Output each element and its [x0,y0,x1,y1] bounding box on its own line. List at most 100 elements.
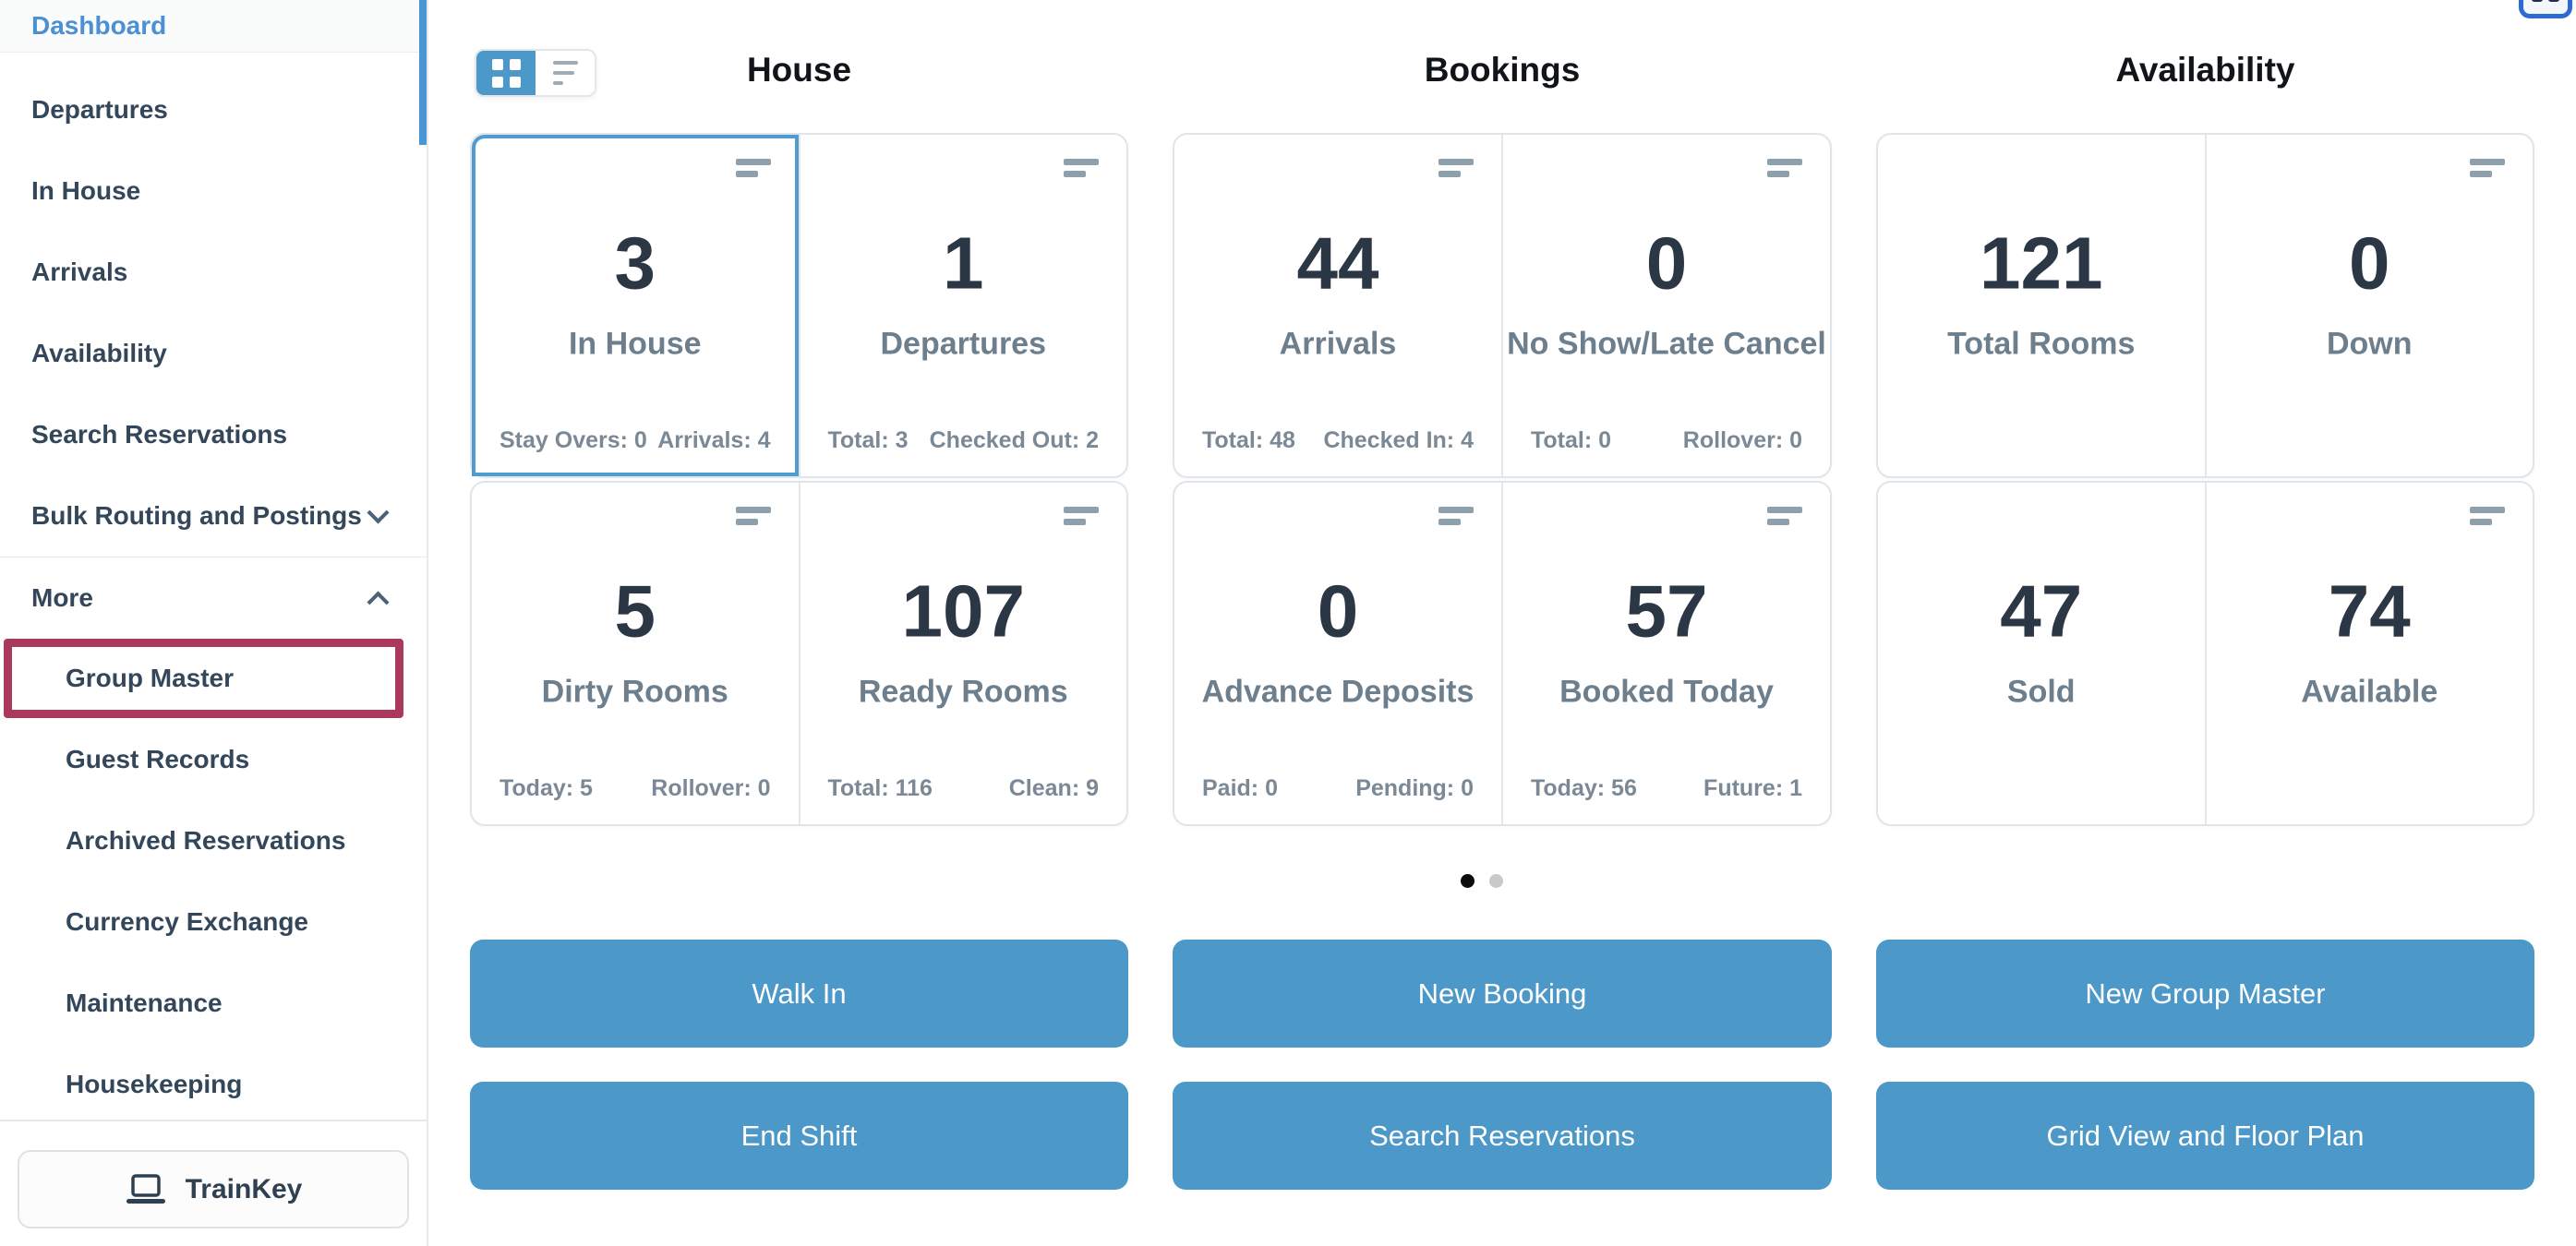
stat-label: Down [2326,326,2413,362]
stat-label: Sold [2006,674,2076,710]
stat-label: Booked Today [1559,674,1774,710]
stat-value: 74 [2328,569,2411,653]
sidebar-nav: Departures In House Arrivals Availabilit… [0,53,427,1125]
stat-card-in-house[interactable]: 3 In House Stay Overs: 0 Arrivals: 4 [472,135,799,476]
card-row: 47 Sold 74 Available [1876,481,2534,826]
section-title: House [746,51,852,89]
sidebar-item-housekeeping[interactable]: Housekeeping [0,1044,427,1125]
carousel-pagination [470,874,2493,888]
list-icon [552,61,578,85]
stat-label: No Show/Late Cancel [1507,326,1826,362]
grid-view-button[interactable] [476,51,536,95]
stat-left: Stay Overs: 0 [500,427,647,453]
stat-left: Total: 3 [827,427,909,453]
stat-left: Today: 5 [500,775,593,801]
new-group-master-button[interactable]: New Group Master [1876,940,2534,1048]
trainkey-button[interactable]: TrainKey [18,1150,409,1228]
sidebar-item-group-master[interactable]: Group Master [4,639,403,718]
pagination-dot[interactable] [1488,874,1503,888]
stat-card-dirty-rooms[interactable]: 5 Dirty Rooms Today: 5 Rollover: 0 [472,483,799,824]
new-booking-button[interactable]: New Booking [1173,940,1832,1048]
stat-card-departures[interactable]: 1 Departures Total: 3 Checked Out: 2 [798,135,1127,476]
sidebar-item-label: Search Reservations [31,420,288,449]
grid-icon [491,58,521,88]
stat-value: 0 [2349,222,2390,305]
sidebar-item-departures[interactable]: Departures [0,69,427,150]
search-reservations-button[interactable]: Search Reservations [1173,1082,1832,1190]
card-row: 5 Dirty Rooms Today: 5 Rollover: 0 107 R… [470,481,1128,826]
sidebar-item-label: Housekeeping [66,1070,243,1098]
stats-icon [1064,159,1099,177]
stats-icon [2470,507,2505,525]
stat-card-arrivals[interactable]: 44 Arrivals Total: 48 Checked In: 4 [1174,135,1501,476]
chevron-up-icon [367,591,390,614]
stat-left: Paid: 0 [1202,775,1278,801]
end-shift-button[interactable]: End Shift [470,1082,1128,1190]
stat-value: 0 [1317,569,1359,653]
trainkey-label: TrainKey [185,1173,303,1204]
stats-icon [735,507,771,525]
stat-label: Departures [880,326,1046,362]
stat-right: Rollover: 0 [1682,427,1802,453]
stat-right: Pending: 0 [1355,775,1474,801]
section-title: Availability [2115,51,2295,89]
stat-label: Dirty Rooms [541,674,728,710]
partial-glyph [2548,0,2559,2]
stat-card-no-show-late-cancel[interactable]: 0 No Show/Late Cancel Total: 0 Rollover:… [1501,135,1830,476]
sidebar-item-availability[interactable]: Availability [0,313,427,394]
stat-label: Total Rooms [1947,326,2136,362]
list-view-button[interactable] [536,51,595,95]
stat-card-booked-today[interactable]: 57 Booked Today Today: 56 Future: 1 [1501,483,1830,824]
sidebar-item-label: In House [31,176,141,205]
sidebar-item-label: Currency Exchange [66,907,308,936]
stat-card-available[interactable]: 74 Available [2204,483,2534,824]
walk-in-button[interactable]: Walk In [470,940,1128,1048]
stats-icon [735,159,771,177]
sidebar-item-maintenance[interactable]: Maintenance [0,963,427,1044]
chevron-down-icon [367,500,390,524]
stats-icon [1767,159,1802,177]
stat-label: Ready Rooms [858,674,1068,710]
sidebar-item-archived-reservations[interactable]: Archived Reservations [0,800,427,881]
stat-card-down[interactable]: 0 Down [2204,135,2534,476]
stat-card-total-rooms[interactable]: 121 Total Rooms [1878,135,2205,476]
stat-card-sold[interactable]: 47 Sold [1878,483,2205,824]
stat-left: Today: 56 [1531,775,1637,801]
stat-right: Checked In: 4 [1323,427,1474,453]
sidebar-item-dashboard[interactable]: Dashboard [0,0,427,53]
partial-top-right-button[interactable] [2519,0,2572,18]
stat-value: 121 [1980,222,2103,305]
sidebar-item-in-house[interactable]: In House [0,150,427,232]
stat-value: 44 [1296,222,1379,305]
view-toggle [475,49,596,97]
sidebar-item-currency-exchange[interactable]: Currency Exchange [0,881,427,963]
grid-view-floor-plan-button[interactable]: Grid View and Floor Plan [1876,1082,2534,1190]
stats-icon [1438,507,1474,525]
section-bookings: Bookings 44 Arrivals Total: 48 Checked I… [1173,0,1832,1246]
sidebar-item-label: Bulk Routing and Postings [31,501,362,530]
partial-glyph [2532,0,2543,2]
section-house: House 3 In House Stay Overs: 0 Arrivals:… [470,0,1128,1246]
laptop-icon [126,1173,165,1204]
stats-icon [1064,507,1099,525]
sidebar-item-arrivals[interactable]: Arrivals [0,232,427,313]
stats-icon [2470,159,2505,177]
stat-value: 107 [901,569,1025,653]
sidebar-item-label: Group Master [66,664,235,692]
sidebar-item-bulk-routing-and-postings[interactable]: Bulk Routing and Postings [0,475,427,557]
stat-card-ready-rooms[interactable]: 107 Ready Rooms Total: 116 Clean: 9 [798,483,1127,824]
sidebar-item-label: Availability [31,339,167,367]
sidebar-item-search-reservations[interactable]: Search Reservations [0,394,427,475]
sidebar-item-label: More [31,582,93,612]
card-row: 44 Arrivals Total: 48 Checked In: 4 0 No… [1173,133,1832,478]
sidebar-scrollbar-thumb[interactable] [419,0,427,145]
sidebar-item-more[interactable]: More [0,557,427,638]
stat-card-advance-deposits[interactable]: 0 Advance Deposits Paid: 0 Pending: 0 [1174,483,1501,824]
pagination-dot[interactable] [1460,874,1475,888]
stat-value: 47 [2000,569,2083,653]
stats-icon [1438,159,1474,177]
sidebar: Dashboard Departures In House Arrivals A… [0,0,428,1246]
stat-left: Total: 0 [1531,427,1612,453]
sidebar-item-guest-records[interactable]: Guest Records [0,719,427,800]
